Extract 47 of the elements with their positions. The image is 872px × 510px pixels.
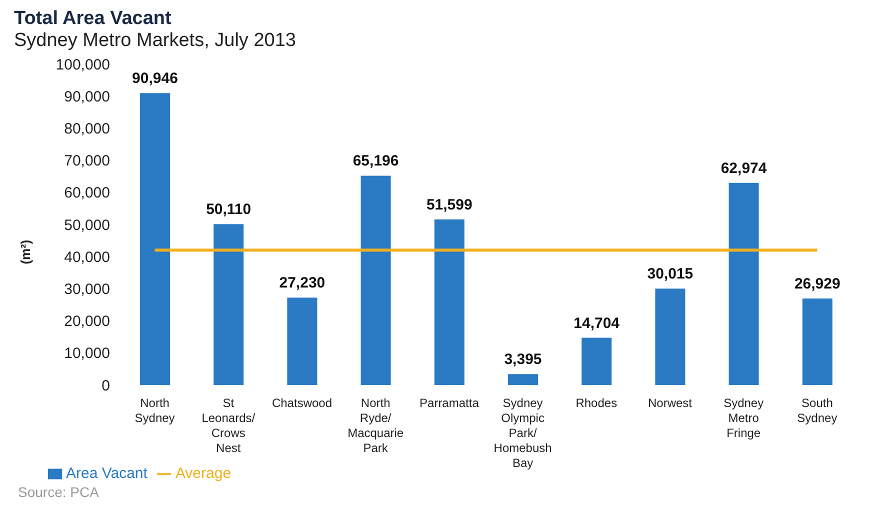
x-tick-label: Sydney Metro Fringe (724, 396, 764, 440)
bar (582, 338, 612, 385)
y-tick-label: 100,000 (56, 56, 110, 74)
chart-subtitle: Sydney Metro Markets, July 2013 (14, 30, 297, 52)
bar (728, 182, 759, 385)
y-axis-title: (m²) (18, 240, 33, 264)
x-tick-label: North Ryde/ Macquarie Park (348, 396, 404, 455)
source-note: Source: PCA (18, 484, 100, 500)
x-tick-label: Sydney Olympic Park/ Homebush Bay (494, 396, 552, 470)
y-tick-label: 40,000 (64, 248, 110, 266)
legend-label: Area Vacant (66, 465, 148, 482)
y-tick-label: 30,000 (64, 281, 110, 298)
data-label: 26,929 (794, 276, 840, 293)
bar (508, 374, 538, 385)
y-tick-label: 0 (102, 377, 110, 394)
x-tick-label: South Sydney (797, 396, 838, 425)
data-label: 3,395 (504, 351, 542, 368)
bar (140, 93, 170, 385)
data-label: 62,974 (720, 160, 768, 177)
legend-label: Average (175, 465, 232, 482)
bar (360, 176, 391, 385)
bar (214, 224, 244, 385)
chart-title: Total Area Vacant (14, 8, 172, 30)
x-tick-label: North Sydney (134, 396, 175, 425)
data-label: 14,704 (574, 314, 620, 332)
y-tick-label: 20,000 (64, 313, 110, 330)
x-tick-label: Parramatta (420, 396, 480, 410)
x-tick-label: St Leonards/ Crows Nest (202, 396, 256, 455)
data-label: 50,110 (206, 201, 252, 218)
x-tick-label: Norwest (648, 396, 693, 410)
y-tick-label: 80,000 (64, 120, 110, 138)
data-label: 90,946 (132, 70, 178, 88)
data-label: 27,230 (279, 274, 326, 292)
bar (655, 288, 686, 385)
y-tick-label: 10,000 (64, 345, 110, 362)
y-tick-label: 60,000 (64, 184, 110, 202)
bar (434, 219, 464, 385)
y-tick-label: 90,000 (64, 88, 110, 106)
data-label: 65,196 (352, 152, 399, 170)
x-tick-label: Rhodes (576, 396, 618, 410)
data-label: 51,599 (426, 196, 472, 214)
x-tick-label: Chatswood (272, 396, 332, 410)
y-tick-label: 70,000 (64, 152, 110, 170)
y-tick-label: 50,000 (64, 216, 110, 234)
bar (287, 298, 318, 385)
data-label: 30,015 (647, 266, 694, 283)
bar (802, 298, 832, 385)
